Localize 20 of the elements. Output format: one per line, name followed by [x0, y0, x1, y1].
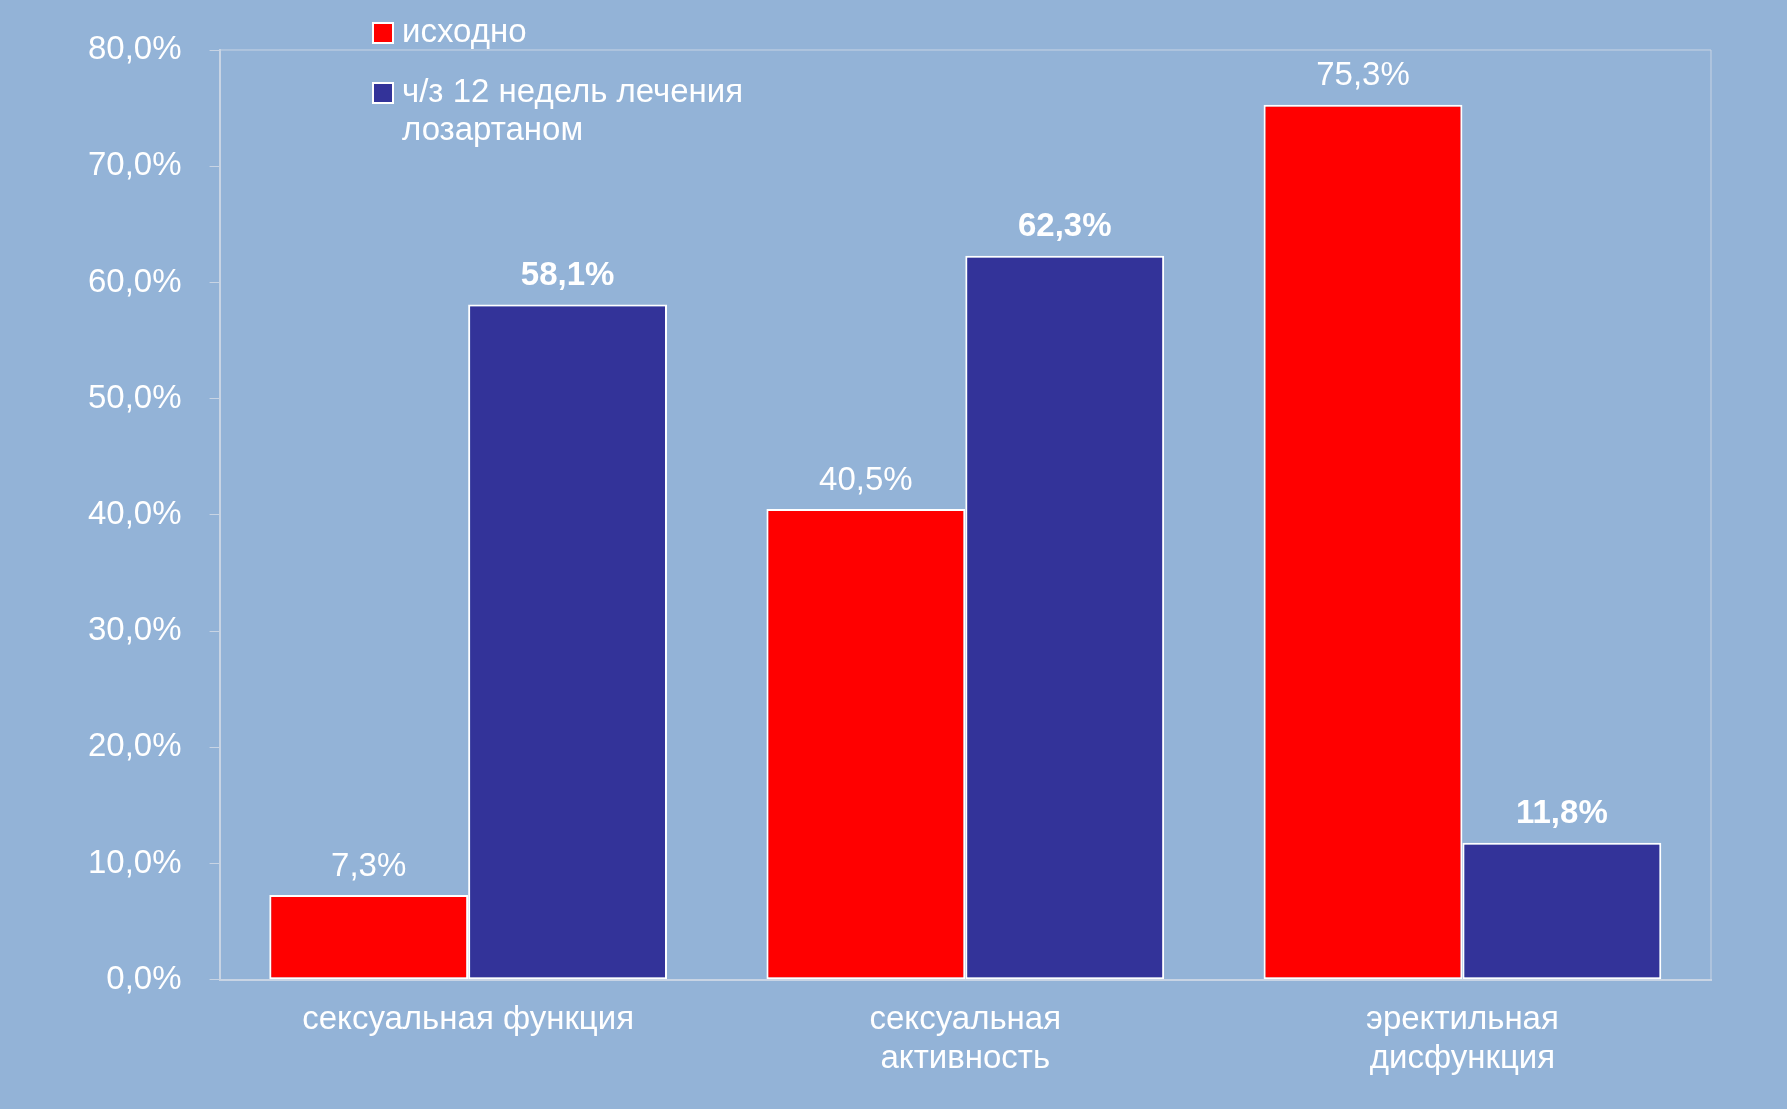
y-tick-label: 20,0% — [87, 726, 182, 764]
legend-label: ч/з 12 недель лечения лозартаном — [402, 72, 745, 148]
data-label: 75,3% — [1316, 55, 1410, 93]
y-tick-label: 10,0% — [87, 842, 182, 880]
x-tick-label: эректильная дисфункция — [1366, 998, 1559, 1076]
y-tick-label: 40,0% — [87, 493, 182, 531]
x-tick-label: сексуальная активность — [869, 998, 1062, 1076]
y-tick-label: 30,0% — [87, 610, 182, 648]
data-label: 62,3% — [1017, 206, 1112, 244]
y-tick-label: 70,0% — [87, 145, 182, 183]
data-label: 11,8% — [1515, 793, 1608, 831]
y-tick-label: 0,0% — [106, 958, 182, 996]
y-tick-label: 50,0% — [87, 377, 182, 415]
data-label: 58,1% — [520, 255, 615, 293]
legend-label: исходно — [402, 12, 527, 50]
x-tick-label: сексуальная функция — [302, 998, 635, 1036]
data-label: 40,5% — [819, 459, 913, 497]
y-tick-label: 80,0% — [87, 29, 182, 67]
y-tick-label: 60,0% — [87, 261, 182, 299]
data-label: 7,3% — [331, 845, 407, 883]
